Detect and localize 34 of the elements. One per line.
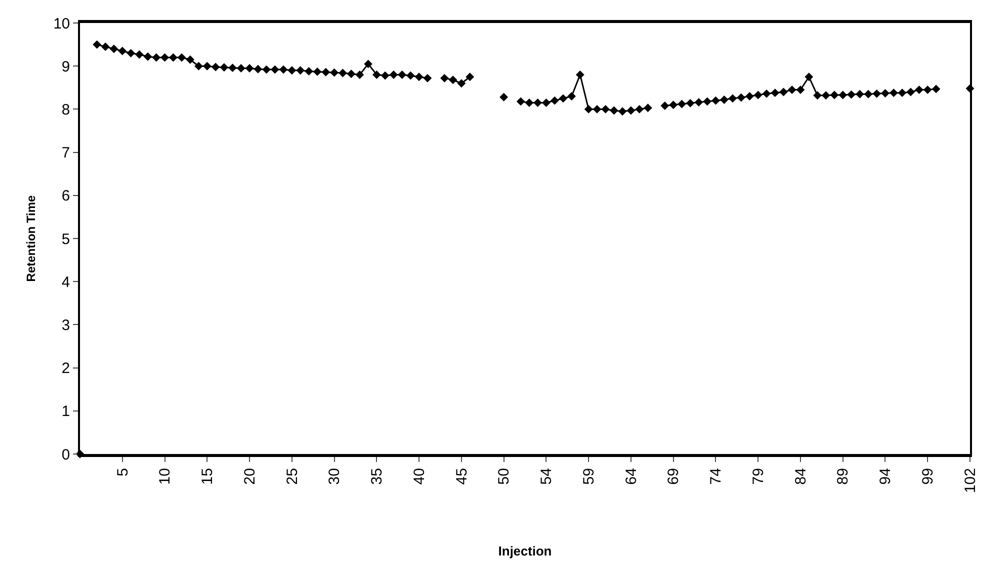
x-tick-label: 89	[834, 468, 852, 485]
x-tick-label: 30	[326, 468, 344, 485]
x-tick-label: 5	[114, 468, 132, 476]
y-tick-label: 2	[62, 360, 70, 378]
x-tick-label: 74	[708, 468, 725, 485]
y-tick-label: 0	[62, 446, 70, 464]
x-tick-label: 40	[410, 468, 428, 485]
x-tick-label: 99	[919, 468, 936, 485]
y-tick-label: 5	[62, 230, 70, 248]
x-tick-label: 94	[877, 468, 894, 485]
y-axis-title: Retention Time	[24, 194, 38, 282]
x-tick-label: 20	[241, 468, 258, 485]
y-tick-label: 1	[62, 403, 70, 420]
x-tick-label: 25	[284, 468, 301, 485]
y-tick-label: 3	[62, 316, 70, 334]
y-tick-label: 10	[53, 15, 70, 32]
y-tick-label: 4	[62, 274, 70, 291]
y-tick-label: 6	[62, 188, 70, 205]
y-tick-label: 7	[62, 144, 70, 162]
x-tick-label: 50	[496, 468, 513, 485]
x-tick-label: 10	[156, 468, 174, 485]
x-tick-label: 79	[750, 468, 767, 485]
x-tick-label: 15	[199, 468, 216, 485]
x-tick-label: 69	[665, 468, 682, 485]
x-tick-label: 64	[622, 468, 640, 485]
x-tick-label: 59	[580, 468, 598, 485]
y-tick-label: 8	[62, 101, 70, 118]
x-tick-label: 35	[368, 468, 386, 485]
x-tick-label: 102	[962, 468, 979, 494]
x-tick-label: 54	[538, 468, 556, 485]
x-axis-title: Injection	[498, 544, 552, 559]
x-tick-label: 45	[453, 468, 470, 485]
y-tick-label: 9	[62, 58, 70, 76]
x-tick-label: 84	[792, 468, 810, 485]
